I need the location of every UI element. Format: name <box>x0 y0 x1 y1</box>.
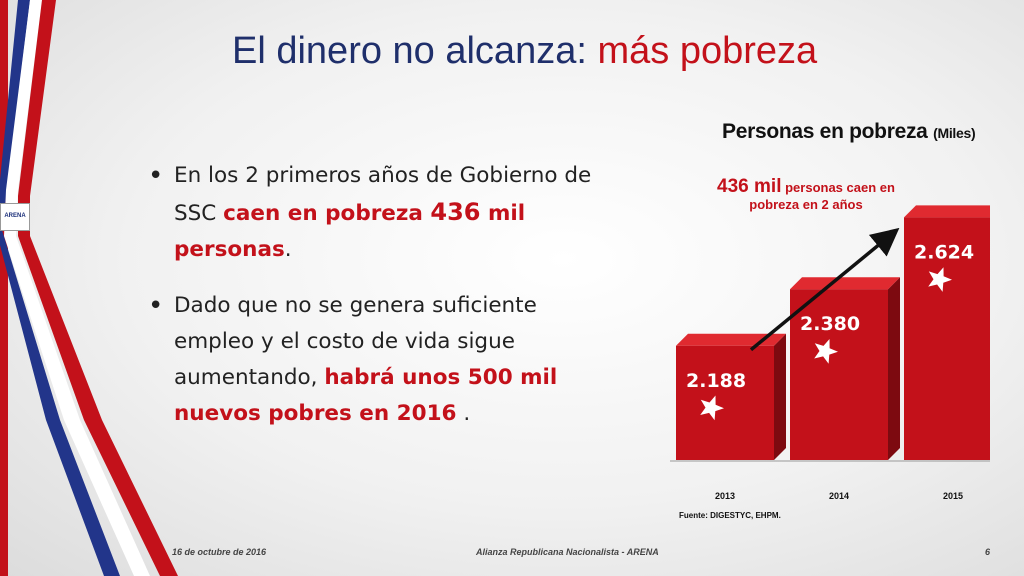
bullet-list: • En los 2 primeros años de Gobierno de … <box>148 158 598 452</box>
bullet2-text: Dado que no se genera suficiente empleo … <box>174 293 537 390</box>
bar-chart: 2.188 2013 2.380 2014 2.624 2015 <box>670 205 990 501</box>
title-highlight: más pobreza <box>597 30 818 72</box>
bullet2-period: . <box>456 401 471 426</box>
value-label-2013: 2.188 <box>686 370 746 392</box>
chart-title: Personas en pobreza (Miles) <box>722 120 976 144</box>
bullet2-highlight: habrá unos 500 mil nuevos pobres en 2016 <box>174 365 558 426</box>
trend-arrow <box>749 227 900 352</box>
value-label-2014: 2.380 <box>800 313 860 335</box>
category-label-2013: 2013 <box>715 491 735 501</box>
star-icon <box>700 395 724 421</box>
chart-title-text: Personas en pobreza <box>722 120 928 143</box>
bar-top <box>904 205 990 218</box>
category-label-2014: 2014 <box>829 491 849 501</box>
footer-organization: Alianza Republicana Nacionalista - ARENA <box>476 547 659 557</box>
category-label-2015: 2015 <box>943 491 963 501</box>
slide-title: El dinero no alcanza: más pobreza <box>232 30 817 73</box>
value-label-2015: 2.624 <box>914 241 974 263</box>
decorative-stripes <box>0 0 178 576</box>
bullet-item-2: • Dado que no se genera suficiente emple… <box>148 288 598 432</box>
annotation-number: 436 mil <box>717 176 782 197</box>
bar-side <box>888 277 900 460</box>
bullet-dot-icon: • <box>148 161 164 191</box>
source-note: Fuente: DIGESTYC, EHPM. <box>679 511 781 520</box>
bullet-item-1: • En los 2 primeros años de Gobierno de … <box>148 158 598 268</box>
bar-2015 <box>904 217 990 460</box>
footer-date: 16 de octubre de 2016 <box>172 547 267 557</box>
page-number: 6 <box>985 547 991 557</box>
bar-2013 <box>676 345 774 460</box>
annotation-text: personas caen en pobreza en 2 años <box>749 180 895 212</box>
logo-text: ARENA <box>4 213 26 219</box>
bar-2014 <box>790 289 888 460</box>
bullet-dot-icon: • <box>148 291 164 321</box>
bullet1-highlight-end: mil personas <box>174 201 526 262</box>
star-icon <box>928 267 952 292</box>
bullet1-text: En los 2 primeros años de Gobierno de SS… <box>174 163 592 226</box>
bar-top <box>790 277 900 290</box>
arena-logo: ARENA <box>0 203 30 231</box>
bullet1-highlight: caen en pobreza <box>223 201 431 226</box>
chart-annotation: 436 mil personas caen en pobreza en 2 añ… <box>716 176 896 213</box>
chart-title-unit: (Miles) <box>933 125 976 141</box>
bullet1-period: . <box>284 237 292 262</box>
star-icon <box>814 339 838 364</box>
title-main: El dinero no alcanza: <box>232 30 587 72</box>
bar-side <box>774 333 786 460</box>
bullet1-number: 436 <box>430 198 481 226</box>
